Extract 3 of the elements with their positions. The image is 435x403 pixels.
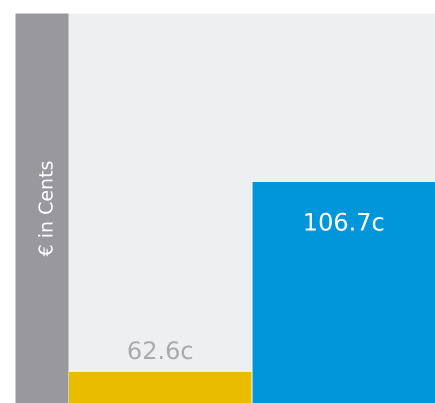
data-label: 62.6c (126, 337, 194, 366)
data-label: 106.7c (302, 208, 385, 236)
y-axis-title: € in Cents (36, 160, 58, 256)
